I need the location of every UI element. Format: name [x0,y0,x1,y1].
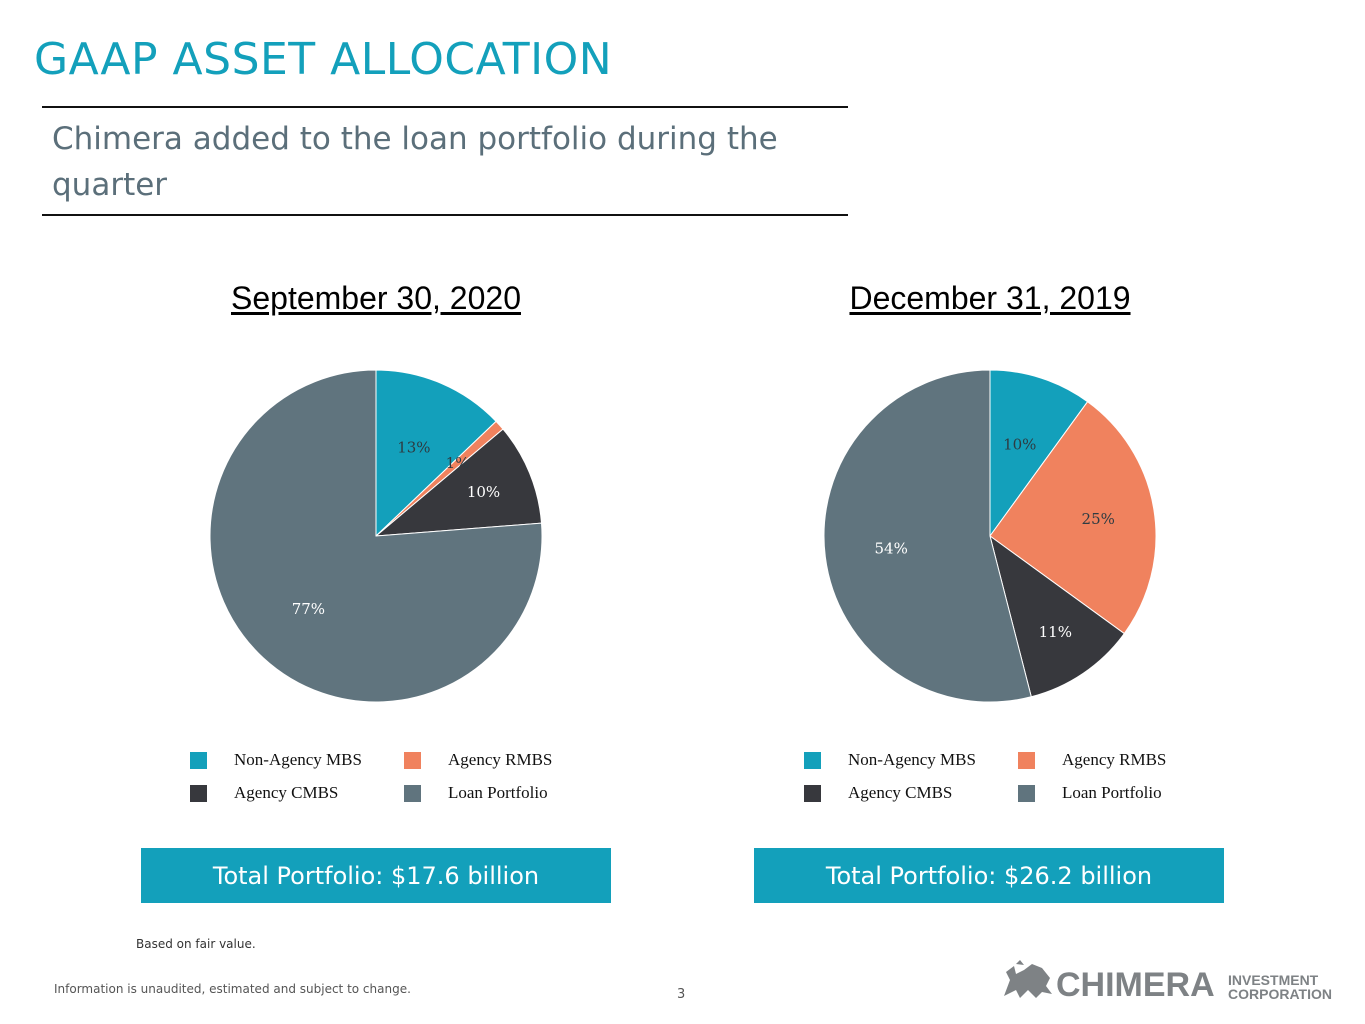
legend-label: Agency CMBS [234,783,339,802]
pie-slice-non-agency-mbs [375,369,497,538]
legend-label: Agency RMBS [448,750,553,769]
legend-sep-2020: Non-Agency MBS Agency RMBS Agency CMBS L… [190,748,590,818]
legend-item-agency-rmbs: Agency RMBS [404,748,552,772]
pie-label-loan-portfolio: 54% [875,539,908,557]
chimera-creature-icon [1004,960,1052,998]
chart-title-sep-2020: September 30, 2020 [231,280,521,316]
page-number: 3 [677,987,686,1002]
pie-slice-loan-portfolio [823,369,1032,703]
total-portfolio-sep-2020: Total Portfolio: $17.6 billion [141,848,611,903]
pie-label-agency-cmbs: 10% [467,483,500,501]
legend-item-agency-rmbs: Agency RMBS [1018,748,1166,772]
disclaimer: Information is unaudited, estimated and … [54,982,411,996]
legend-label: Non-Agency MBS [234,750,362,769]
pie-label-agency-rmbs: 1% [446,454,470,472]
pie-chart-sep-2020: 13% 1% 10% 77% [209,369,543,703]
legend-item-loan-portfolio: Loan Portfolio [1018,781,1162,805]
chimera-logo: CHIMERA INVESTMENT CORPORATION [1004,960,1332,1004]
pie-slice-agency-cmbs [989,534,1125,698]
total-portfolio-dec-2019: Total Portfolio: $26.2 billion [754,848,1224,903]
legend-label: Agency RMBS [1062,750,1167,769]
pie-label-non-agency-mbs: 13% [397,438,430,456]
pie-label-non-agency-mbs: 10% [1003,435,1036,453]
legend-item-non-agency-mbs: Non-Agency MBS [804,748,976,772]
legend-item-loan-portfolio: Loan Portfolio [404,781,548,805]
footnote: Based on fair value. [136,937,256,951]
legend-label: Loan Portfolio [1062,783,1162,802]
legend-label: Agency CMBS [848,783,953,802]
pie-label-agency-cmbs: 11% [1039,623,1072,641]
pie-slice-agency-rmbs [989,401,1157,635]
title-rule-bottom [42,214,848,216]
legend-item-non-agency-mbs: Non-Agency MBS [190,748,362,772]
pie-label-loan-portfolio: 77% [292,600,325,618]
pie-label-agency-rmbs: 25% [1082,510,1115,528]
chart-title-dec-2019: December 31, 2019 [849,280,1131,316]
pie-chart-dec-2019: 10% 25% 11% 54% [823,369,1157,703]
legend-swatch-loan-portfolio [1018,784,1035,802]
legend-swatch-non-agency-mbs [804,751,821,769]
legend-label: Non-Agency MBS [848,750,976,769]
legend-dec-2019: Non-Agency MBS Agency RMBS Agency CMBS L… [804,748,1204,818]
pie-slice-agency-cmbs [374,428,543,537]
title-rule-top [42,106,848,108]
legend-item-agency-cmbs: Agency CMBS [804,781,952,805]
logo-line-2: CORPORATION [1228,986,1332,1002]
legend-swatch-agency-rmbs [1018,751,1035,769]
logo-wordmark: CHIMERA [1056,966,1215,1004]
legend-swatch-non-agency-mbs [190,751,207,769]
legend-swatch-loan-portfolio [404,784,421,802]
legend-label: Loan Portfolio [448,783,548,802]
page-title: GAAP ASSET ALLOCATION [34,34,613,85]
page-subtitle: Chimera added to the loan portfolio duri… [52,121,778,203]
legend-swatch-agency-rmbs [404,751,421,769]
logo-line-1: INVESTMENT [1228,972,1319,988]
pie-slice-loan-portfolio [209,369,543,703]
legend-swatch-agency-cmbs [190,784,207,802]
pie-slice-non-agency-mbs [989,369,1089,538]
legend-swatch-agency-cmbs [804,784,821,802]
legend-item-agency-cmbs: Agency CMBS [190,781,338,805]
